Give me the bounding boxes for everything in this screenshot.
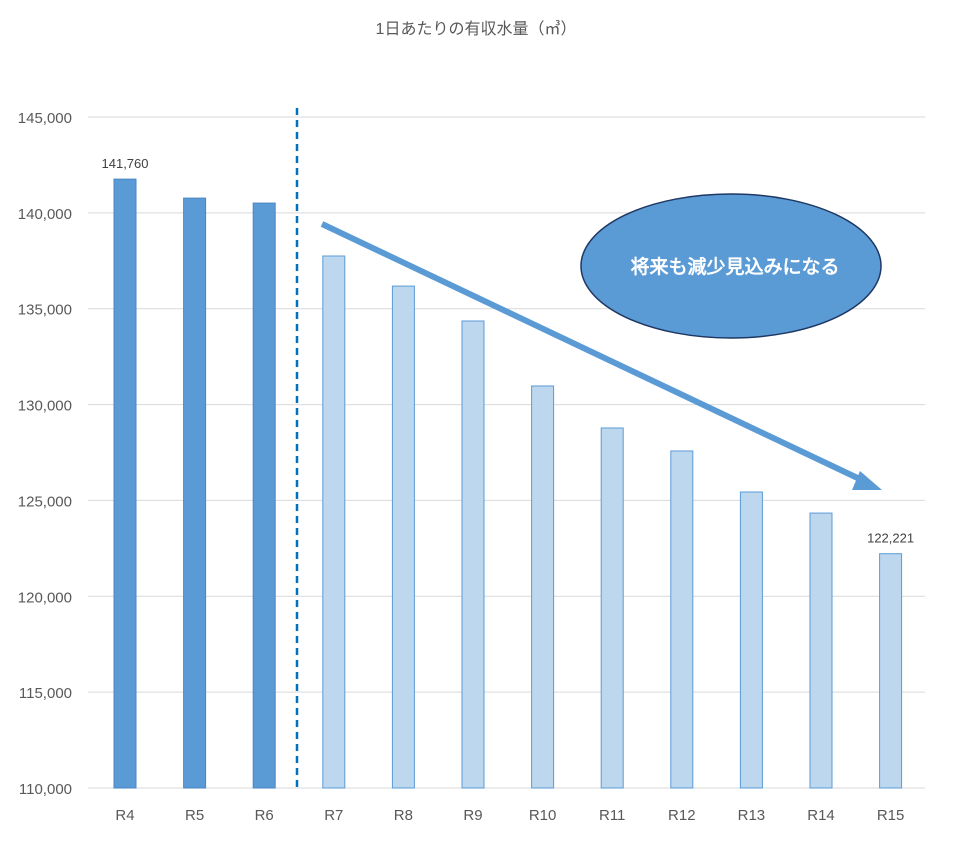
data-label-R15: 122,221	[867, 531, 914, 546]
x-tick-label: R12	[668, 807, 696, 824]
y-tick-label: 125,000	[18, 493, 72, 510]
bar-R9	[461, 320, 485, 789]
y-tick-label: 135,000	[18, 302, 72, 319]
y-tick-label: 145,000	[18, 110, 72, 127]
x-tick-label: R8	[394, 807, 413, 824]
bar-R14	[809, 512, 833, 789]
y-tick-label: 130,000	[18, 398, 72, 415]
x-tick-label: R4	[115, 807, 134, 824]
chart-title: 1日あたりの有収水量（㎥）	[376, 20, 577, 38]
bar-R5	[183, 197, 207, 789]
x-tick-label: R7	[324, 807, 343, 824]
callout-ellipse: 将来も減少見込みになる	[580, 193, 882, 339]
y-tick-label: 120,000	[18, 589, 72, 606]
x-tick-label: R6	[255, 807, 274, 824]
data-label-R4: 141,760	[102, 156, 149, 171]
bar-R8	[391, 285, 415, 789]
bar-R4	[113, 178, 137, 789]
x-axis-ticks: R4 R5 R6 R7 R8 R9 R10 R11 R12 R13 R14 R15	[115, 807, 904, 824]
x-tick-label: R15	[877, 807, 905, 824]
callout-text: 将来も減少見込みになる	[630, 255, 839, 278]
x-tick-label: R10	[529, 807, 557, 824]
y-tick-label: 110,000	[19, 781, 72, 798]
bar-R7	[322, 255, 346, 789]
bars	[113, 178, 903, 789]
bar-R6	[252, 202, 276, 789]
bar-R11	[600, 427, 624, 789]
trend-arrow	[320, 221, 882, 490]
x-tick-label: R13	[738, 807, 766, 824]
y-axis-ticks: 110,000 115,000 120,000 125,000 130,000 135,0…	[18, 110, 72, 798]
x-tick-label: R11	[599, 807, 625, 824]
bar-R10	[531, 385, 555, 789]
y-tick-label: 115,000	[19, 685, 72, 702]
x-tick-label: R9	[463, 807, 482, 824]
x-tick-label: R5	[185, 807, 204, 824]
bar-R15	[879, 553, 903, 789]
bar-R12	[670, 450, 694, 789]
data-labels: 141,760 122,221	[102, 156, 915, 546]
x-tick-label: R14	[807, 807, 835, 824]
y-tick-label: 140,000	[18, 206, 72, 223]
bar-R13	[739, 491, 763, 789]
